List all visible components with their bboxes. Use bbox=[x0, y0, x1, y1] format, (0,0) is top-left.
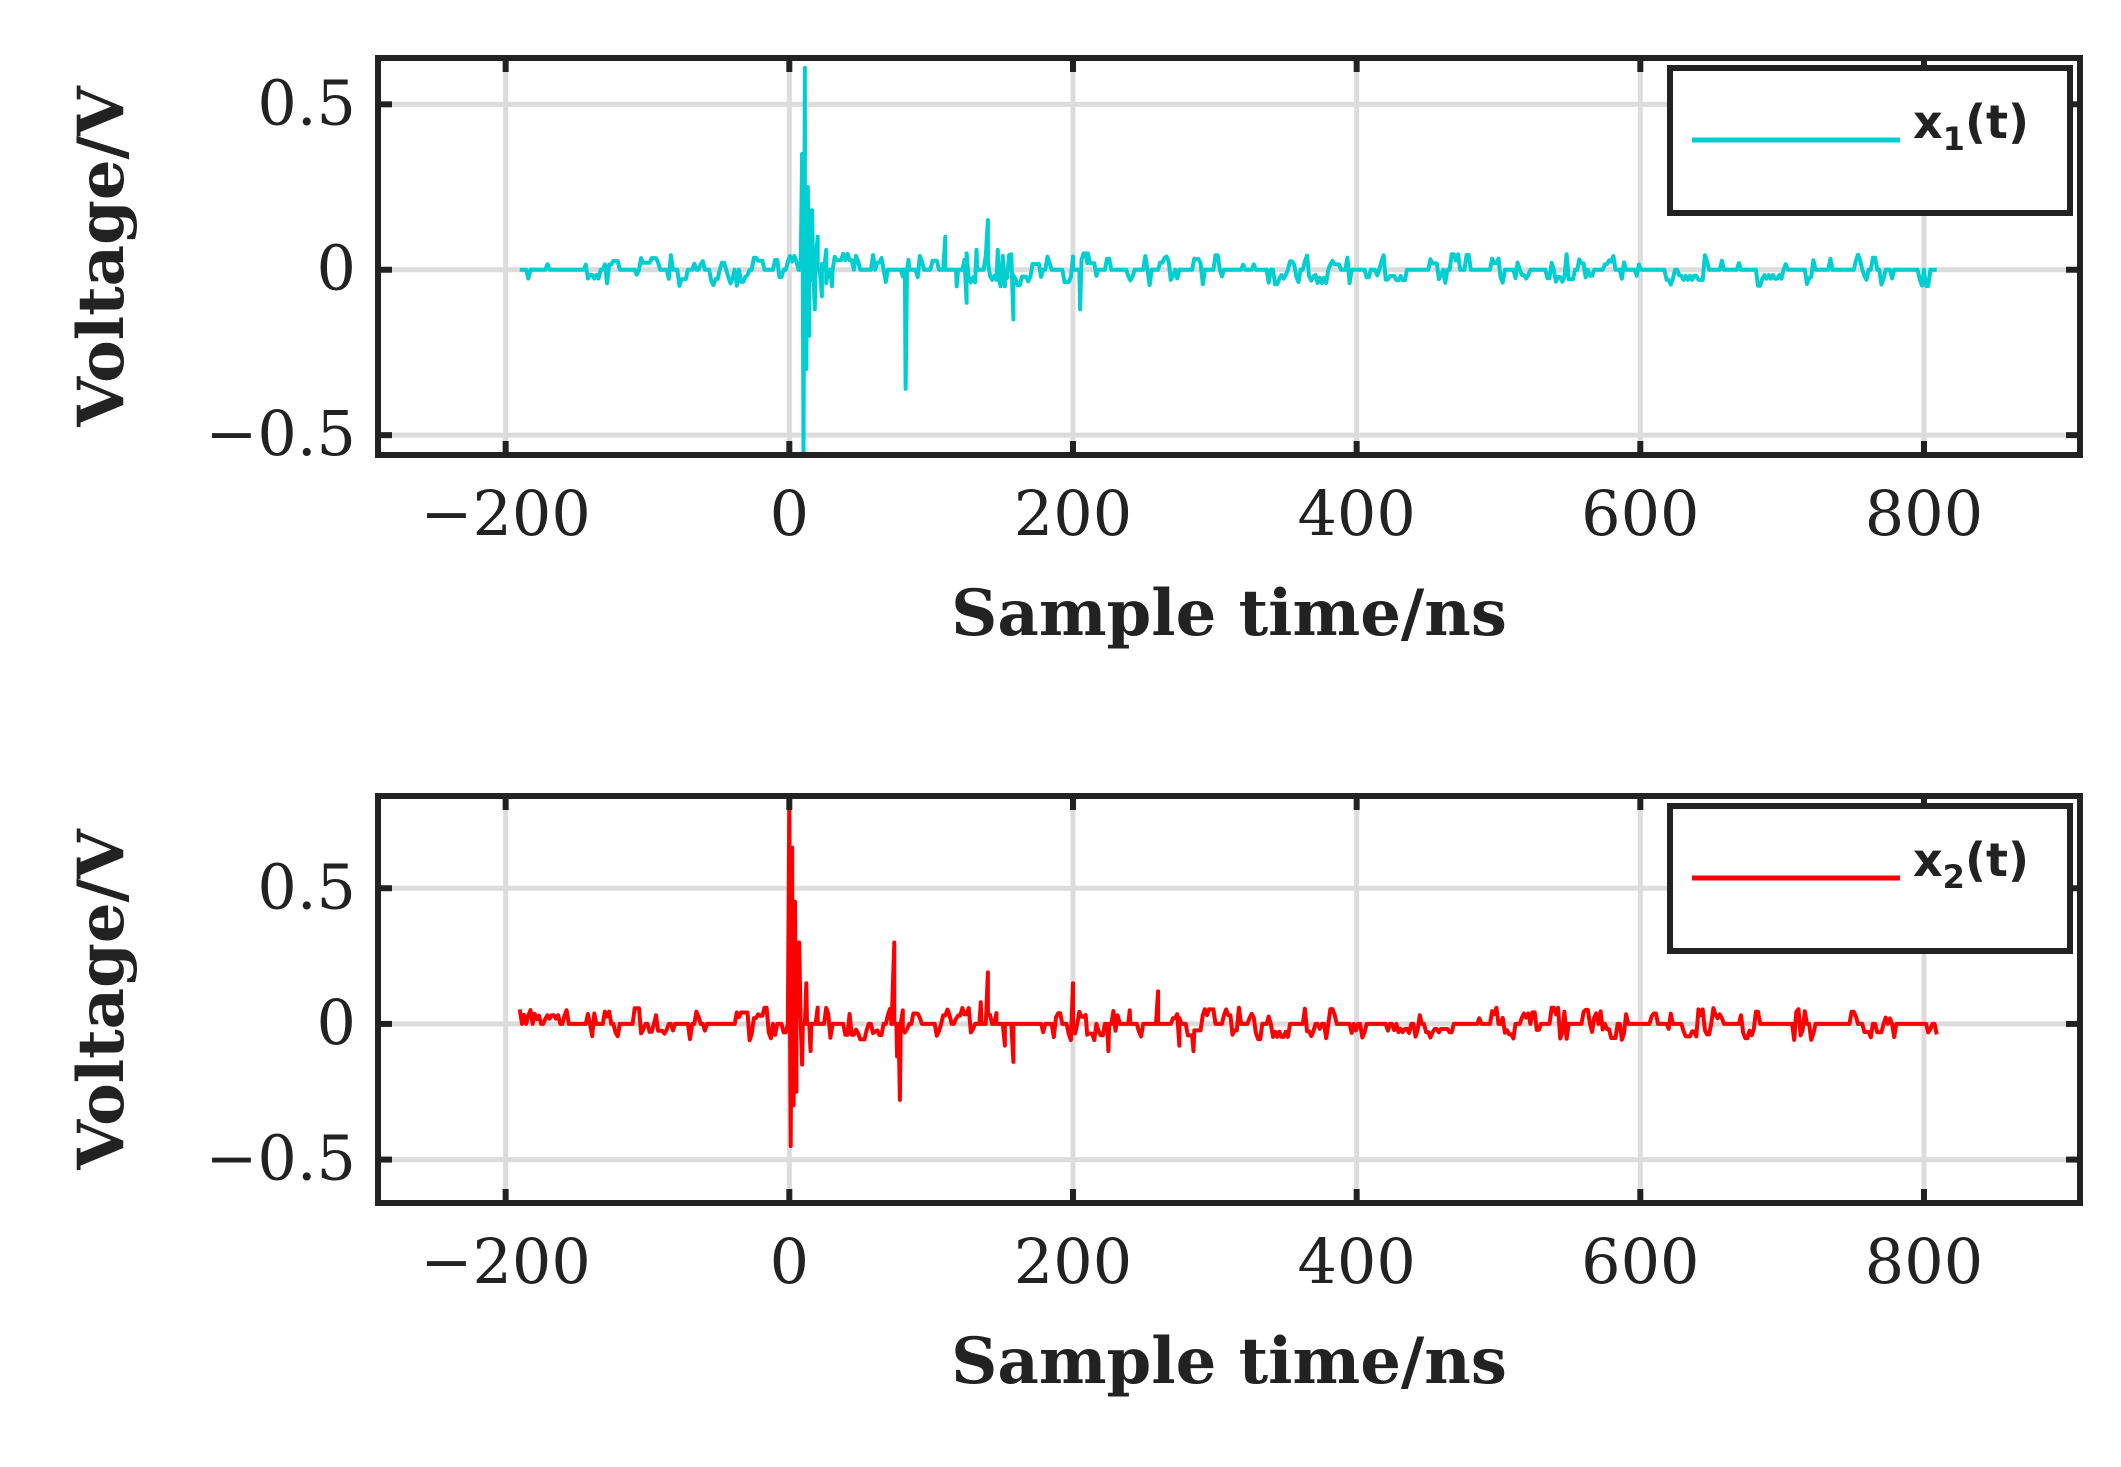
bottom-y-tick-labels: −0.5 0 0.5 bbox=[205, 850, 356, 1194]
bottom-ytick-label: 0.5 bbox=[257, 850, 356, 923]
top-xtick-label: 200 bbox=[1014, 477, 1132, 550]
x2-trace bbox=[517, 799, 1939, 1148]
top-y-tick-labels: −0.5 0 0.5 bbox=[205, 66, 356, 470]
bottom-xtick-label: 400 bbox=[1297, 1225, 1415, 1298]
bottom-axes-box bbox=[375, 793, 2083, 1206]
top-legend: x1(t) bbox=[1667, 65, 2073, 216]
bottom-y-axis-label: Voltage/V bbox=[64, 828, 139, 1171]
top-axes-box bbox=[375, 55, 2083, 458]
bottom-ytick-label: −0.5 bbox=[205, 1122, 356, 1195]
bottom-tick-marks bbox=[378, 796, 2080, 1203]
bottom-xtick-label: 0 bbox=[770, 1225, 809, 1298]
top-panel: −200 0 200 400 600 800 −0.5 0 0.5 Sample… bbox=[64, 55, 2083, 651]
bottom-x-axis-label: Sample time/ns bbox=[951, 1324, 1507, 1399]
bottom-xtick-label: 600 bbox=[1581, 1225, 1699, 1298]
top-xtick-label: 800 bbox=[1865, 477, 1983, 550]
x1-trace bbox=[519, 65, 1937, 454]
bottom-x-tick-labels: −200 0 200 400 600 800 bbox=[421, 1225, 1984, 1298]
top-xtick-label: 0 bbox=[770, 477, 809, 550]
bottom-legend: x2(t) bbox=[1667, 803, 2073, 954]
top-xtick-label: 600 bbox=[1581, 477, 1699, 550]
top-ytick-label: 0 bbox=[317, 232, 356, 305]
bottom-legend-label: x2(t) bbox=[1913, 833, 2029, 896]
top-xtick-label: −200 bbox=[421, 477, 591, 550]
top-xtick-label: 400 bbox=[1297, 477, 1415, 550]
top-x-axis-label: Sample time/ns bbox=[951, 576, 1507, 651]
bottom-xtick-label: 200 bbox=[1014, 1225, 1132, 1298]
bottom-xtick-label: −200 bbox=[421, 1225, 591, 1298]
top-legend-label: x1(t) bbox=[1913, 95, 2029, 158]
top-x-tick-labels: −200 0 200 400 600 800 bbox=[421, 477, 1984, 550]
top-ytick-label: 0.5 bbox=[257, 66, 356, 139]
bottom-panel: −200 0 200 400 600 800 −0.5 0 0.5 Sample… bbox=[64, 793, 2083, 1399]
bottom-series bbox=[517, 799, 1939, 1148]
top-series bbox=[519, 65, 1937, 454]
bottom-ytick-label: 0 bbox=[317, 986, 356, 1059]
top-y-axis-label: Voltage/V bbox=[64, 85, 139, 428]
top-ytick-label: −0.5 bbox=[205, 397, 356, 470]
bottom-xtick-label: 800 bbox=[1865, 1225, 1983, 1298]
